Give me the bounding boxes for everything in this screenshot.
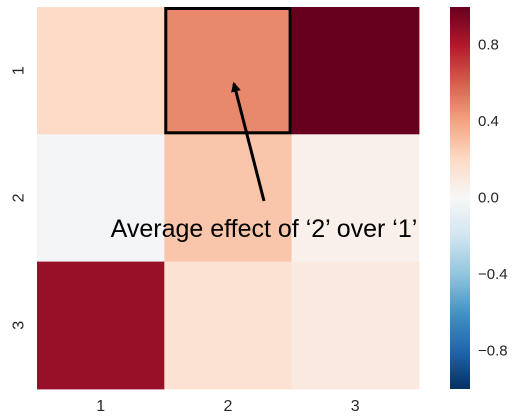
highlight-layer — [164, 7, 292, 135]
heatmap-cells — [37, 7, 420, 390]
heatmap-cell-r3-c3 — [291, 261, 420, 390]
heatmap-cell-r2-c2 — [164, 134, 293, 263]
y-tick-label: 1 — [11, 66, 28, 75]
colorbar: −0.8 −0.4 0.0 0.4 0.8 — [450, 7, 508, 389]
y-tick-labels: 1 2 3 — [11, 66, 28, 330]
x-tick-label: 1 — [96, 398, 105, 414]
x-tick-labels: 1 2 3 — [96, 398, 360, 415]
colorbar-tick-label: 0.0 — [478, 190, 499, 207]
colorbar-tick-label: 0.4 — [478, 113, 499, 130]
heatmap-cell-r1-c3 — [291, 7, 420, 135]
heatmap-cell-r1-c2 — [164, 7, 293, 135]
colorbar-tick-label: 0.8 — [478, 37, 499, 54]
heatmap-cell-r3-c1 — [37, 261, 165, 390]
y-tick-label: 2 — [11, 193, 28, 202]
x-tick-label: 2 — [223, 398, 232, 414]
annotation-layer: Average effect of ‘2’ over ‘1’ — [111, 81, 418, 243]
heatmap-cell-r2-c1 — [37, 134, 165, 263]
colorbar-tick-label: −0.8 — [478, 342, 508, 359]
heatmap-cell-r2-c3 — [291, 134, 420, 263]
y-tick-label: 3 — [11, 321, 28, 330]
heatmap-cell-r3-c2 — [164, 261, 293, 390]
annotation-text: Average effect of ‘2’ over ‘1’ — [111, 215, 418, 243]
colorbar-gradient — [450, 7, 470, 389]
annotation-arrow — [231, 81, 266, 202]
colorbar-tick-label: −0.4 — [478, 266, 508, 283]
x-tick-label: 3 — [351, 398, 360, 414]
highlight-box — [164, 7, 292, 135]
heatmap-cell-r1-c1 — [37, 7, 165, 135]
